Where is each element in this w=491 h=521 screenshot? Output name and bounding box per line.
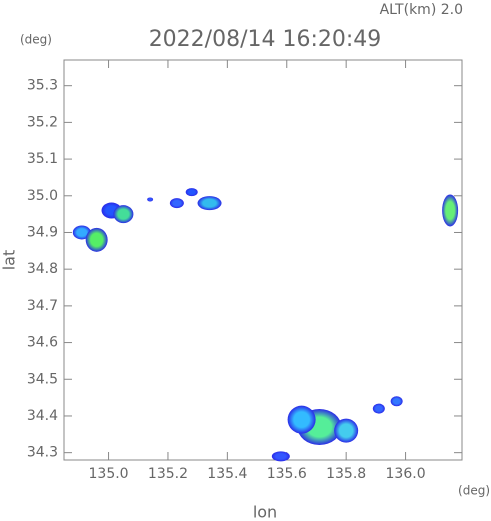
chart-title: 2022/08/14 16:20:49 <box>149 27 382 52</box>
y-tick-label: 34.3 <box>27 445 58 461</box>
x-tick-label: 135.6 <box>267 466 307 482</box>
y-unit: (deg) <box>20 33 52 47</box>
x-tick-label: 135.2 <box>148 466 188 482</box>
y-tick-label: 35.2 <box>27 114 58 130</box>
echo <box>390 396 403 407</box>
echo <box>287 405 316 434</box>
echo <box>197 196 222 211</box>
y-tick-label: 35.0 <box>27 188 58 204</box>
x-tick-label: 135.0 <box>89 466 129 482</box>
echo <box>372 403 385 414</box>
x-tick-label: 135.4 <box>207 466 247 482</box>
y-tick-label: 35.3 <box>27 78 58 94</box>
echo <box>442 194 459 227</box>
y-tick-label: 34.5 <box>27 371 58 387</box>
echo <box>147 197 154 202</box>
x-tick-label: 135.8 <box>326 466 366 482</box>
echo <box>113 205 134 224</box>
plot-frame <box>63 59 463 461</box>
y-tick-label: 34.6 <box>27 335 58 351</box>
y-tick-label: 34.7 <box>27 298 58 314</box>
y-tick-label: 34.8 <box>27 261 58 277</box>
echo <box>169 198 184 209</box>
x-unit: (deg) <box>458 484 490 498</box>
echo <box>85 227 108 252</box>
echo <box>334 418 359 443</box>
y-tick-label: 34.9 <box>27 224 58 240</box>
y-tick-label: 34.4 <box>27 408 58 424</box>
y-tick-label: 35.1 <box>27 151 58 167</box>
echo <box>185 188 198 197</box>
altitude: ALT(km) 2.0 <box>380 2 463 18</box>
y-label: lat <box>0 250 19 271</box>
x-label: lon <box>253 503 277 521</box>
x-tick-label: 136.0 <box>386 466 426 482</box>
echo <box>271 451 290 462</box>
